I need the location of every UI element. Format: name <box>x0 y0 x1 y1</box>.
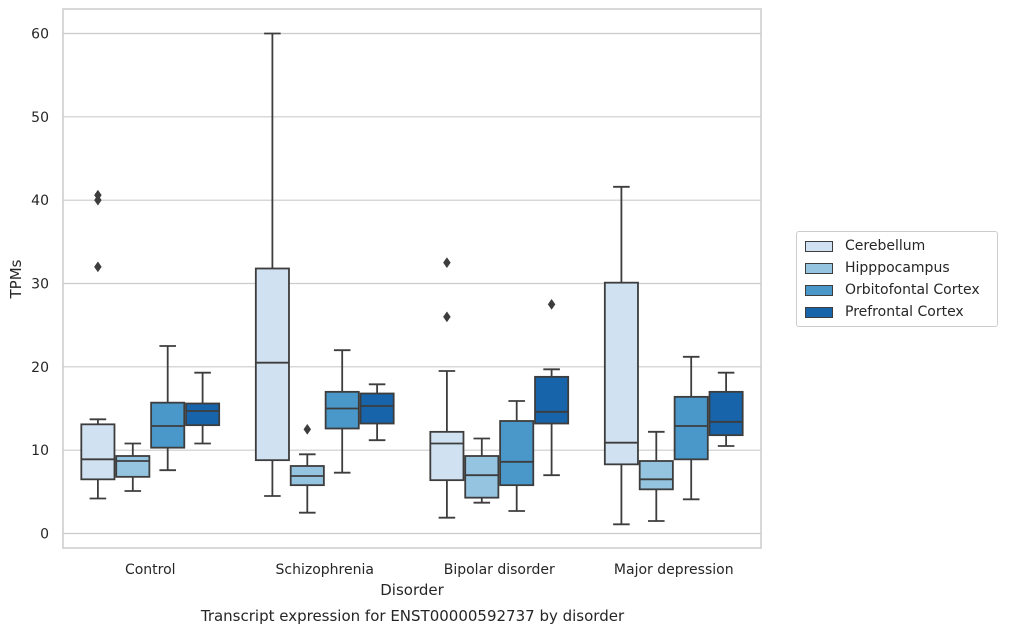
outlier-point <box>443 311 451 323</box>
box <box>603 281 639 466</box>
legend-swatch-prefrontal <box>805 306 833 318</box>
x-axis-label: Disorder <box>380 581 444 599</box>
legend-item-prefrontal: Prefrontal Cortex <box>805 304 964 320</box>
series-1 <box>115 423 674 522</box>
box-series <box>80 32 744 526</box>
legend-item-hippocampus: Hipppocampus <box>805 260 950 276</box>
legend-swatch-cerebellum <box>805 240 833 252</box>
y-tick-label: 40 <box>31 193 49 209</box>
box <box>359 392 395 425</box>
y-tick-label: 0 <box>40 527 49 543</box>
box <box>115 455 151 478</box>
legend-item-cerebellum: Cerebellum <box>805 238 925 254</box>
series-2 <box>150 345 709 512</box>
outlier-point <box>94 189 102 201</box>
y-tick-label: 10 <box>31 443 49 459</box>
box <box>254 267 290 462</box>
box <box>708 390 744 437</box>
legend-swatch-hippocampus <box>805 262 833 274</box>
legend-label: Orbitofontal Cortex <box>845 282 980 298</box>
box <box>80 423 116 481</box>
box <box>429 430 465 482</box>
series-3 <box>185 298 744 477</box>
y-tick-label: 20 <box>31 360 49 376</box>
x-tick-label: Control <box>125 562 176 578</box>
x-tick-labels: Control Schizophrenia Bipolar disorder Majo… <box>125 562 734 578</box>
gridlines <box>63 32 761 535</box>
box <box>673 395 709 461</box>
legend-swatch-orbitofrontal <box>805 284 833 296</box>
outlier-point <box>443 257 451 269</box>
plot-area-frame <box>62 8 762 549</box>
x-tick-label: Bipolar disorder <box>444 562 555 578</box>
y-tick-label: 50 <box>31 110 49 126</box>
x-tick-label: Schizophrenia <box>276 562 374 578</box>
outlier-point <box>547 298 556 310</box>
series-0 <box>80 32 639 526</box>
legend-label: Hipppocampus <box>845 260 950 276</box>
x-tick-label: Major depression <box>614 562 734 578</box>
y-axis-label: TPMs <box>7 259 25 299</box>
box <box>324 390 360 430</box>
y-tick-labels: 0 10 20 30 40 50 60 <box>31 27 49 543</box>
box <box>464 455 500 499</box>
legend-label: Prefrontal Cortex <box>845 304 964 320</box>
figure-caption: Transcript expression for ENST0000059273… <box>200 607 625 625</box>
legend-label: Cerebellum <box>845 238 926 254</box>
y-tick-label: 60 <box>31 27 49 43</box>
legend-item-orbitofrontal: Orbitofontal Cortex <box>805 282 980 298</box>
y-tick-label: 30 <box>31 277 49 293</box>
box <box>185 402 221 427</box>
legend: Cerebellum Hipppocampus Orbitofontal Cor… <box>796 231 998 327</box>
box <box>499 420 535 487</box>
outlier-point <box>303 423 312 435</box>
box <box>638 460 674 491</box>
box <box>534 375 570 425</box>
outlier-point <box>94 261 102 273</box>
